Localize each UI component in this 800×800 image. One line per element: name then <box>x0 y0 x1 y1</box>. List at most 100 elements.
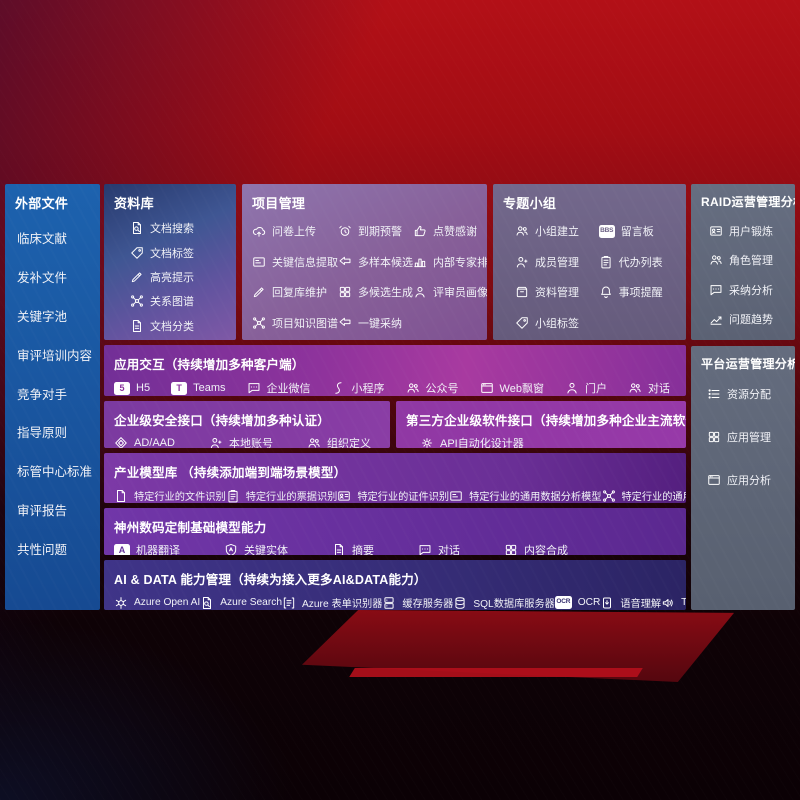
grid-icon <box>504 543 518 555</box>
item-label: Azure Open AI <box>134 597 201 608</box>
item-label: 特定行业的通用知识图谱模型 <box>621 492 687 503</box>
form-icon <box>282 596 296 610</box>
item-label: 组织定义 <box>326 438 371 448</box>
people-icon <box>628 381 642 395</box>
doc-lines-icon <box>130 319 144 333</box>
speaker-icon <box>661 596 675 610</box>
item-label: Azure 表单识别器 <box>302 599 383 610</box>
item-like-thanks: 点赞感谢 <box>413 223 487 239</box>
item-industry-knowledge-graph-model: 特定行业的通用知识图谱模型 <box>602 488 687 503</box>
item-label: 评审员画像 <box>433 287 487 300</box>
people-icon <box>406 381 420 395</box>
people-icon <box>515 224 529 238</box>
item-label: 特定行业的票据识别 <box>245 492 338 503</box>
chat-icon <box>247 381 261 395</box>
shield-icon <box>224 543 238 555</box>
item-competitors: 竞争对手 <box>17 384 90 403</box>
item-label: 应用管理 <box>727 432 771 444</box>
item-cde-standards: 标管中心标准 <box>17 461 93 480</box>
pen-icon <box>252 285 266 299</box>
panel-title: 项目管理 <box>252 196 306 211</box>
item-label: TTS <box>681 597 686 608</box>
item-todo-list: 代办列表 <box>599 254 676 270</box>
item-multi-sample-candidate: 多样本候选 <box>338 254 413 270</box>
item-relation-graph: 关系图谱 <box>130 293 226 309</box>
item-clinical-literature: 临床文献 <box>17 228 90 247</box>
item-label: 语音理解 <box>620 599 662 610</box>
item-label: 审评培训内容 <box>17 348 93 363</box>
reply-icon <box>338 316 352 330</box>
teams-badge-icon: T <box>171 381 188 395</box>
people-icon <box>307 436 321 448</box>
item-label: Web飘窗 <box>499 383 544 395</box>
item-azure-open-ai: Azure Open AI <box>114 596 200 610</box>
id-card-icon <box>709 224 723 238</box>
item-label: 特定行业的证件识别 <box>357 492 450 503</box>
tag-icon <box>515 316 529 330</box>
item-dialogue: 对话 <box>418 542 460 555</box>
graph-icon <box>602 489 616 503</box>
item-label: 公众号 <box>425 383 459 395</box>
panel-title: AI & DATA 能力管理（持续为接入更多AI&DATA能力） <box>114 573 427 587</box>
item-label: 用户锻炼 <box>729 225 773 238</box>
item-machine-translation: A 机器翻译 <box>114 542 180 555</box>
db-icon <box>453 596 467 610</box>
item-api-auto-designer: API自动化设计器 <box>420 435 524 448</box>
chat-icon <box>418 543 432 555</box>
item-label: 指导原则 <box>17 426 68 441</box>
panel-security-api: 企业级安全接口（持续增加多种认证） AD/AAD 本地账号 组织定义 <box>104 401 390 448</box>
item-label: 特定行业的文件识别 <box>134 492 226 503</box>
item-industry-data-analysis-model: 特定行业的通用数据分析模型 <box>449 488 602 503</box>
right-column: RAID运营管理分析 用户锻炼 角色管理 采纳分析 问题趋势 平台运营管理分析 资源分… <box>691 184 795 610</box>
item-label: 关键字池 <box>17 309 68 324</box>
item-multi-candidate-generate: 多候选生成 <box>338 284 413 300</box>
item-speech-understanding: 语音理解 <box>600 595 661 610</box>
item-label: 特定行业的通用数据分析模型 <box>469 492 602 503</box>
item-internal-expert-ranking: 内部专家排名 <box>413 254 487 270</box>
item-label: 留言板 <box>620 226 654 239</box>
item-azure-search: Azure Search <box>200 596 282 610</box>
item-label: 小组建立 <box>535 226 579 239</box>
background-red-bar <box>349 668 643 677</box>
item-label: 内容合成 <box>524 545 568 555</box>
item-label: 文档分类 <box>150 320 194 333</box>
openai-icon <box>114 596 128 610</box>
panel-ai-data-capability: AI & DATA 能力管理（持续为接入更多AI&DATA能力） Azure O… <box>104 560 686 610</box>
item-app-mgmt: 应用管理 <box>707 429 785 445</box>
item-label: 本地账号 <box>228 438 273 448</box>
gear-icon <box>420 436 434 448</box>
item-portal: 门户 <box>565 380 607 396</box>
item-label: 问题趋势 <box>729 314 773 327</box>
item-label: 文档搜索 <box>150 223 194 236</box>
item-label: Teams <box>193 382 226 394</box>
item-label: 高亮提示 <box>150 271 194 284</box>
item-content-synthesis: 内容合成 <box>504 542 568 555</box>
item-wecom: 企业微信 <box>247 380 311 396</box>
item-user-training: 用户锻炼 <box>709 223 785 239</box>
item-label: 标管中心标准 <box>17 465 93 480</box>
item-group-create: 小组建立 <box>515 223 599 239</box>
item-label: 对话 <box>648 383 670 395</box>
grid-icon <box>338 285 352 299</box>
item-questionnaire-upload: 问卷上传 <box>252 223 338 239</box>
person-icon <box>565 381 579 395</box>
item-label: 问卷上传 <box>272 226 316 239</box>
person-add-icon <box>515 255 529 269</box>
item-teams: T Teams <box>171 381 226 395</box>
item-label: 关键信息提取 <box>272 256 338 269</box>
id-card-icon <box>337 489 351 503</box>
cloud-up-icon <box>252 224 266 238</box>
item-label: 成员管理 <box>535 256 579 269</box>
panel-external-files: 外部文件 临床文献 发补文件 关键字池 审评培训内容 竞争对手 指导原则 标管中心标准 审评报… <box>5 184 100 610</box>
panel-app-interaction: 应用交互（持续增加多种客户端） 5 H5 T Teams 企业微信 小程序 公众号 Web飘窗… <box>104 345 686 396</box>
alarm-icon <box>338 224 352 238</box>
item-reply-library-maintain: 回复库维护 <box>252 284 338 300</box>
item-resource-allocation: 资源分配 <box>707 386 785 402</box>
item-common-issues: 共性问题 <box>17 539 90 558</box>
doc-search-icon <box>200 596 214 610</box>
item-label: 小程序 <box>351 383 385 395</box>
doc-lines-icon <box>332 543 346 555</box>
item-role-mgmt: 角色管理 <box>709 252 785 268</box>
item-label: 一键采纳 <box>358 317 402 330</box>
